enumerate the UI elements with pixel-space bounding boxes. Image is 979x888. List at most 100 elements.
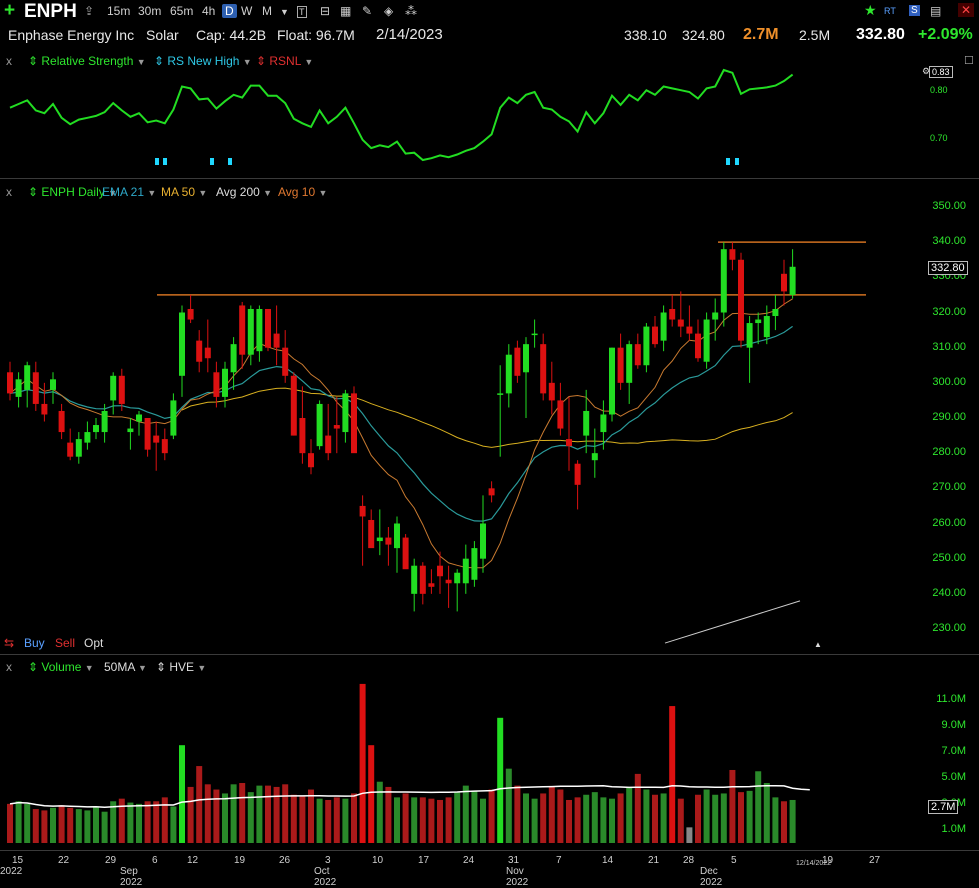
interval-daily[interactable]: D xyxy=(222,4,237,18)
avg200-line xyxy=(664,600,801,644)
rs-new-high-label[interactable]: ⇕ RS New High ▼ xyxy=(154,54,252,68)
volume-bar xyxy=(634,773,641,843)
vol-50ma-label[interactable]: 50MA ▼ xyxy=(104,660,147,674)
date-tick: 14 xyxy=(602,855,614,866)
network-icon[interactable]: ⁂ xyxy=(405,4,417,18)
options-button[interactable]: Opt xyxy=(84,636,104,650)
volume-bar xyxy=(273,786,280,843)
candle-body xyxy=(282,347,289,376)
layers-icon[interactable]: ◈ xyxy=(384,4,394,18)
interval-weekly[interactable]: W xyxy=(241,4,253,18)
volume-bar xyxy=(299,796,306,843)
interval-dropdown-icon[interactable]: ▼ xyxy=(280,7,289,17)
month-tick: 2022 xyxy=(0,866,23,877)
candle-body xyxy=(566,439,572,447)
hve-label[interactable]: ⇕ HVE ▼ xyxy=(156,660,207,674)
symbol-daily-label[interactable]: ⇕ ENPH Daily ▼ xyxy=(28,185,118,199)
volume-bar xyxy=(239,783,246,843)
volume-bar xyxy=(789,799,796,843)
close-icon[interactable]: ✕ xyxy=(958,3,975,17)
scroll-marker-icon[interactable]: ▲ xyxy=(814,640,822,649)
rs-pane-menu-icon[interactable]: ☐ xyxy=(964,55,974,67)
volume-bar xyxy=(583,794,590,843)
candle-body xyxy=(626,344,633,383)
volume-bar xyxy=(712,794,719,843)
rs-new-high-marker xyxy=(163,158,167,165)
candle-body xyxy=(41,403,48,415)
candle-body xyxy=(583,410,590,436)
volume-bar xyxy=(110,801,117,843)
percent-change: +2.09% xyxy=(918,26,973,43)
volume-bar xyxy=(480,798,486,843)
avg200-label[interactable]: Avg 200 ▼ xyxy=(216,185,273,199)
volume-bar xyxy=(394,797,400,843)
volume-label[interactable]: ⇕ Volume ▼ xyxy=(28,660,94,674)
candle-body xyxy=(402,537,409,570)
rs-pane-close-icon[interactable]: x xyxy=(6,54,12,68)
candle-body xyxy=(170,400,177,436)
candle-body xyxy=(58,410,65,433)
rsnl-label[interactable]: ⇕ RSNL ▼ xyxy=(256,54,314,68)
ema21-label[interactable]: EMA 21 ▼ xyxy=(102,185,157,199)
current-volume-label: 2.7M xyxy=(928,800,959,814)
ma50-label[interactable]: MA 50 ▼ xyxy=(161,185,208,199)
candle-body xyxy=(187,308,194,320)
candle-body xyxy=(686,326,693,334)
volume-bar xyxy=(282,784,289,843)
candle-body xyxy=(729,249,736,260)
print-icon[interactable]: ▤ xyxy=(930,4,942,18)
volume-bar xyxy=(411,797,418,843)
candle-body xyxy=(239,305,246,355)
candle-body xyxy=(617,347,624,383)
align-icon[interactable]: ⊟ xyxy=(320,4,331,18)
avg10-label[interactable]: Avg 10 ▼ xyxy=(278,185,328,199)
candle-body xyxy=(497,393,504,395)
volume-bar xyxy=(24,803,31,843)
volume-pane-close-icon[interactable]: x xyxy=(6,660,12,674)
candle-body xyxy=(660,312,667,341)
candle-body xyxy=(591,453,598,461)
rs-label[interactable]: ⇕ Relative Strength ▼ xyxy=(28,54,146,68)
volume-bar xyxy=(746,790,753,843)
interval-monthly[interactable]: M xyxy=(262,4,272,18)
candle-body xyxy=(325,435,332,454)
candle-body xyxy=(196,340,203,362)
sell-button[interactable]: Sell xyxy=(55,636,76,650)
volume-bar xyxy=(41,810,48,843)
candle-body xyxy=(67,442,74,457)
interval-4h[interactable]: 4h xyxy=(202,4,216,18)
pencil-icon[interactable]: ✎ xyxy=(362,4,373,18)
candle-body xyxy=(342,393,349,433)
interval-15m[interactable]: 15m xyxy=(107,4,131,18)
candle-body xyxy=(437,565,443,577)
order-icon[interactable]: ⇆ xyxy=(4,636,15,650)
candle-body xyxy=(677,319,684,327)
ticker-symbol[interactable]: ENPH xyxy=(24,1,77,22)
star-icon[interactable]: ★ xyxy=(864,2,877,18)
date-tick: 28 xyxy=(683,855,695,866)
rs-settings-icon[interactable]: ⚙ xyxy=(922,66,931,76)
rs-new-high-marker xyxy=(155,158,159,165)
buy-button[interactable]: Buy xyxy=(24,636,45,650)
share-icon[interactable]: ⇪ xyxy=(84,4,95,18)
volume-bar xyxy=(720,793,727,843)
rt-icon[interactable]: RT xyxy=(884,6,896,16)
interval-30m[interactable]: 30m xyxy=(138,4,162,18)
volume-bar xyxy=(15,801,22,843)
date-tick: 17 xyxy=(418,855,430,866)
volume-bar xyxy=(669,706,676,843)
chart-type-icon[interactable]: T xyxy=(297,6,307,18)
date-tick: 19 xyxy=(822,855,834,866)
volume-bar xyxy=(93,806,99,843)
interval-65m[interactable]: 65m xyxy=(170,4,194,18)
s-icon[interactable]: S xyxy=(909,5,920,16)
candle-body xyxy=(454,572,461,584)
add-symbol-icon[interactable]: + xyxy=(4,0,16,21)
price-pane-close-icon[interactable]: x xyxy=(6,185,12,199)
calculator-icon[interactable]: ▦ xyxy=(340,4,352,18)
candle-body xyxy=(144,418,151,450)
volume-bar xyxy=(763,783,770,843)
volume-bar xyxy=(58,805,65,843)
candle-body xyxy=(652,326,658,345)
